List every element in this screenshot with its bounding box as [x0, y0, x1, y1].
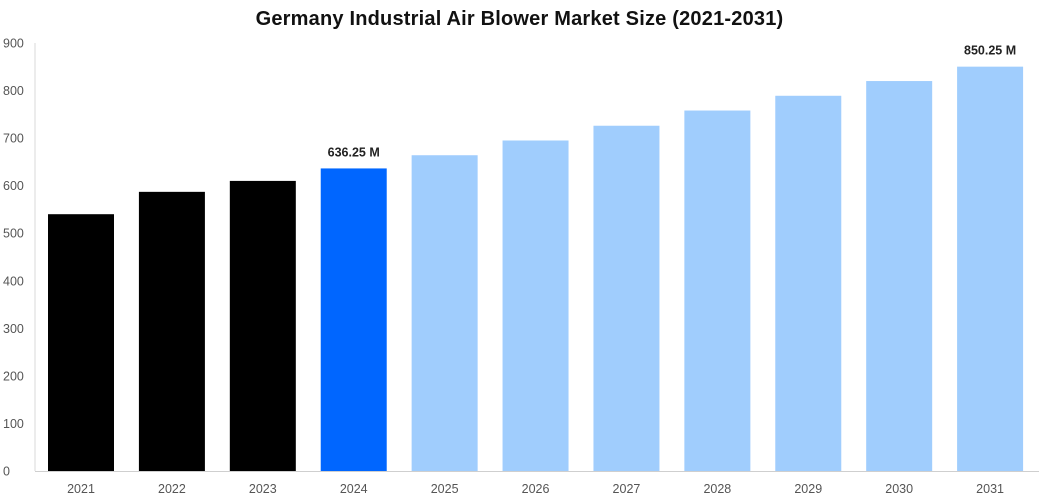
x-tick-label: 2031 — [976, 482, 1004, 496]
bar-2025 — [411, 155, 478, 471]
data-label: 850.25 M — [964, 44, 1016, 58]
bars-layer — [48, 66, 1024, 472]
bar-2021 — [48, 214, 114, 471]
y-tick-label: 100 — [3, 417, 24, 431]
y-tick-label: 200 — [3, 369, 24, 383]
y-tick-label: 800 — [3, 84, 24, 98]
y-tick-label: 700 — [3, 132, 24, 146]
bar-2024 — [320, 168, 387, 471]
chart-title: Germany Industrial Air Blower Market Siz… — [255, 8, 784, 30]
x-tick-label: 2023 — [249, 482, 277, 496]
data-label: 636.25 M — [328, 145, 380, 159]
labels-layer: 636.25 M 850.25 M — [328, 44, 1016, 160]
bar-2027 — [593, 125, 660, 471]
bar-2028 — [684, 110, 751, 471]
y-tick-label: 300 — [3, 322, 24, 336]
x-tick-label: 2029 — [794, 482, 822, 496]
x-tick-label: 2030 — [885, 482, 913, 496]
x-tick-label: 2028 — [703, 482, 731, 496]
x-tick-label: 2026 — [522, 482, 550, 496]
x-tick-label: 2022 — [158, 482, 186, 496]
x-tick-label: 2027 — [613, 482, 641, 496]
bar-2029 — [775, 95, 842, 471]
bar-2031 — [957, 66, 1024, 472]
y-tick-label: 0 — [3, 465, 10, 479]
y-tick-label: 600 — [3, 179, 24, 193]
bar-2030 — [866, 81, 933, 472]
bar-2022 — [138, 191, 205, 472]
y-tick-label: 400 — [3, 274, 24, 288]
axis-layer: 0 100 200 300 400 500 600 700 800 900 2021 2022 2023… — [3, 37, 1039, 496]
x-tick-label: 2021 — [67, 482, 95, 496]
x-tick-label: 2025 — [431, 482, 459, 496]
bar-2023 — [229, 180, 296, 471]
x-tick-label: 2024 — [340, 482, 368, 496]
y-tick-label: 900 — [3, 37, 24, 51]
bar-2026 — [502, 140, 569, 471]
y-tick-label: 500 — [3, 227, 24, 241]
